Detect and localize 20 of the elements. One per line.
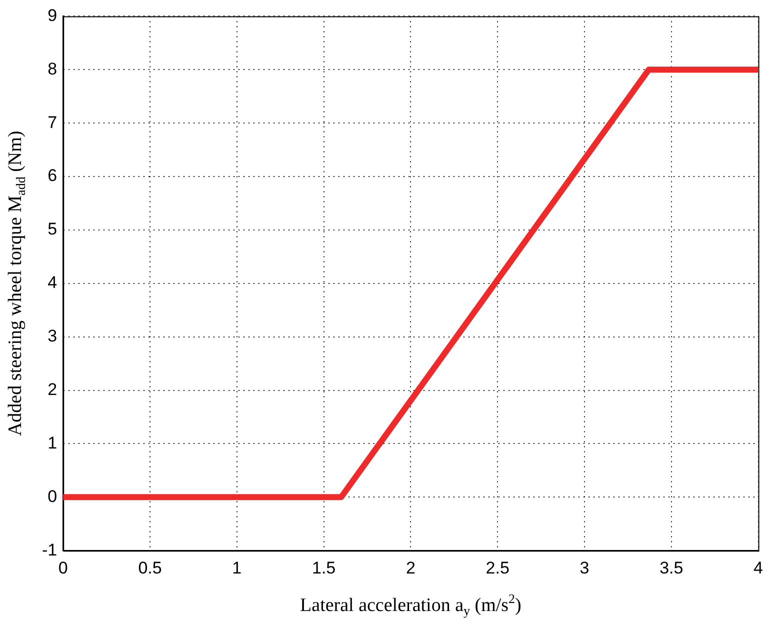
x-tick-label: 2 [406, 558, 416, 578]
y-tick-label: 4 [48, 273, 58, 292]
y-axis-title: Added steering wheel torque Madd (Nm) [4, 130, 28, 436]
x-tick-label: 1 [232, 558, 242, 578]
x-tick-label: 3 [580, 558, 590, 578]
x-tick-label: 1.5 [312, 558, 336, 578]
y-tick-label: 2 [48, 380, 58, 399]
y-tick-label: 0 [48, 486, 58, 506]
y-tick-label: 8 [48, 59, 58, 78]
y-tick-label: 6 [48, 166, 58, 186]
y-tick-label: 1 [48, 433, 58, 452]
y-tick-label: 3 [48, 326, 58, 346]
x-tick-label: 2.5 [486, 558, 510, 578]
x-tick-label: 3.5 [660, 558, 684, 578]
y-tick-label: 9 [48, 6, 58, 25]
y-tick-label: -1 [42, 540, 58, 560]
y-tick-label: 7 [48, 112, 58, 132]
x-tick-label: 0.5 [138, 558, 162, 578]
x-tick-label: 4 [754, 558, 764, 578]
y-tick-label: 5 [48, 220, 58, 239]
